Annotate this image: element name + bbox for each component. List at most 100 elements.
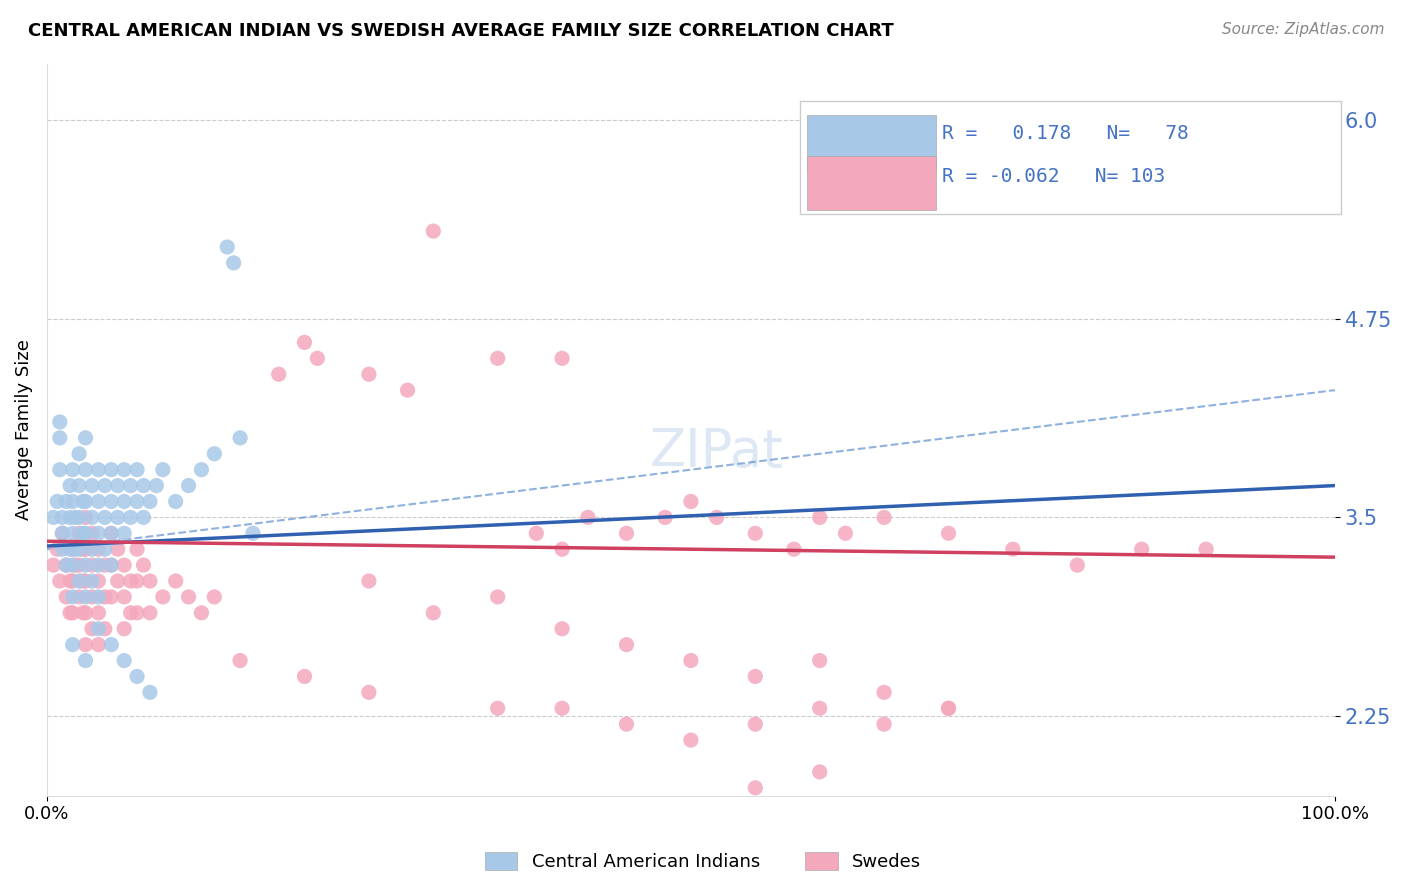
Point [55,558,77,573]
Point [65,542,87,557]
Point [125,463,148,477]
Point [55,494,77,508]
Point [938,526,960,541]
Point [190,606,212,620]
Point [139,685,162,699]
Point [100,463,122,477]
Point [100,558,122,573]
Point [551,622,574,636]
Point [152,463,174,477]
Point [72,494,94,508]
Point [222,256,245,270]
Point [107,510,129,524]
Point [80,526,103,541]
Point [75,510,97,524]
Point [87,494,110,508]
Text: Source: ZipAtlas.com: Source: ZipAtlas.com [1222,22,1385,37]
Point [242,526,264,541]
Point [87,574,110,588]
Point [808,764,831,779]
Point [55,590,77,604]
Point [67,478,90,492]
Text: ZIPat: ZIPat [650,425,783,478]
Point [80,510,103,524]
Point [422,606,444,620]
Point [229,654,252,668]
Point [49,574,72,588]
Point [72,606,94,620]
Point [616,526,638,541]
Point [94,622,117,636]
Point [51,510,73,524]
Point [616,638,638,652]
Point [1195,542,1218,557]
Point [1066,558,1088,573]
Point [75,494,97,508]
Point [486,590,509,604]
Point [75,606,97,620]
Point [551,542,574,557]
Point [808,701,831,715]
Point [551,701,574,715]
Point [80,590,103,604]
Point [80,558,103,573]
Point [112,494,135,508]
Point [202,447,225,461]
Point [87,622,110,636]
Point [75,654,97,668]
Point [873,685,896,699]
Point [125,494,148,508]
Point [679,494,702,508]
Point [75,526,97,541]
Point [42,510,65,524]
Point [62,574,84,588]
Point [132,478,155,492]
Point [67,526,90,541]
Point [524,526,547,541]
Point [87,590,110,604]
Point [75,574,97,588]
Point [67,542,90,557]
Point [112,654,135,668]
Point [94,510,117,524]
Point [294,335,316,350]
Point [873,510,896,524]
Point [87,526,110,541]
Y-axis label: Average Family Size: Average Family Size [15,340,32,520]
Point [120,510,142,524]
Point [808,654,831,668]
Point [551,351,574,366]
Point [94,542,117,557]
Point [94,478,117,492]
Point [938,701,960,715]
Point [42,558,65,573]
Point [59,574,82,588]
Point [486,351,509,366]
Point [744,526,766,541]
Point [75,431,97,445]
Point [67,447,90,461]
Point [107,478,129,492]
Point [51,526,73,541]
Point [100,526,122,541]
Point [72,526,94,541]
Point [706,510,728,524]
Point [177,478,200,492]
Point [679,654,702,668]
Point [139,494,162,508]
Point [46,494,69,508]
Point [125,574,148,588]
Point [202,590,225,604]
Point [217,240,239,254]
Point [112,590,135,604]
Point [744,717,766,731]
Point [125,606,148,620]
Point [72,542,94,557]
Point [125,669,148,683]
Text: R =   0.178   N=   78: R = 0.178 N= 78 [942,124,1189,143]
Point [67,510,90,524]
Point [59,542,82,557]
Point [873,717,896,731]
FancyBboxPatch shape [807,155,935,211]
Point [152,590,174,604]
